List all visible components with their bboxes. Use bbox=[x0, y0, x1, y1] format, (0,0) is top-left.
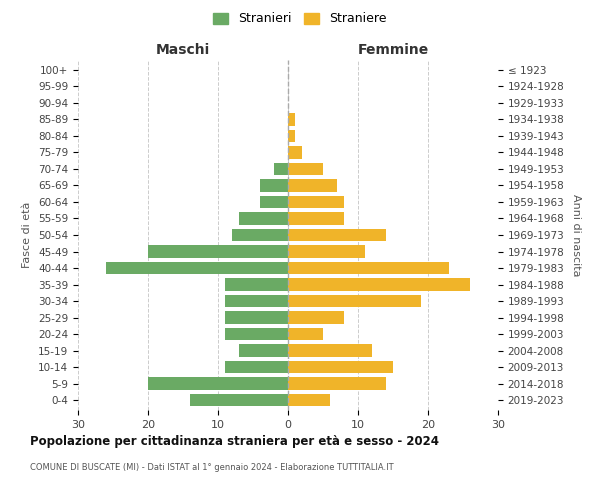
Bar bbox=[288, 312, 344, 324]
Bar bbox=[148, 246, 288, 258]
Bar bbox=[288, 130, 295, 142]
Y-axis label: Anni di nascita: Anni di nascita bbox=[571, 194, 581, 276]
Bar bbox=[190, 394, 288, 406]
Text: Femmine: Femmine bbox=[358, 42, 428, 56]
Bar bbox=[288, 328, 323, 340]
Bar bbox=[232, 229, 288, 241]
Bar bbox=[288, 262, 449, 274]
Bar bbox=[225, 312, 288, 324]
Bar bbox=[225, 295, 288, 307]
Bar bbox=[225, 278, 288, 290]
Bar bbox=[288, 394, 330, 406]
Bar bbox=[288, 146, 302, 158]
Text: COMUNE DI BUSCATE (MI) - Dati ISTAT al 1° gennaio 2024 - Elaborazione TUTTITALIA: COMUNE DI BUSCATE (MI) - Dati ISTAT al 1… bbox=[30, 462, 394, 471]
Bar bbox=[288, 361, 393, 374]
Bar bbox=[239, 344, 288, 357]
Bar bbox=[288, 163, 323, 175]
Bar bbox=[288, 180, 337, 192]
Y-axis label: Fasce di età: Fasce di età bbox=[22, 202, 32, 268]
Bar bbox=[260, 180, 288, 192]
Bar bbox=[106, 262, 288, 274]
Bar bbox=[288, 378, 386, 390]
Bar bbox=[288, 295, 421, 307]
Legend: Stranieri, Straniere: Stranieri, Straniere bbox=[209, 8, 391, 29]
Bar bbox=[288, 196, 344, 208]
Bar bbox=[260, 196, 288, 208]
Bar bbox=[225, 328, 288, 340]
Bar bbox=[225, 361, 288, 374]
Bar bbox=[288, 212, 344, 224]
Bar bbox=[274, 163, 288, 175]
Bar bbox=[288, 229, 386, 241]
Bar bbox=[288, 113, 295, 126]
Bar bbox=[148, 378, 288, 390]
Bar bbox=[288, 246, 365, 258]
Bar bbox=[288, 278, 470, 290]
Text: Maschi: Maschi bbox=[156, 42, 210, 56]
Text: Popolazione per cittadinanza straniera per età e sesso - 2024: Popolazione per cittadinanza straniera p… bbox=[30, 435, 439, 448]
Bar bbox=[239, 212, 288, 224]
Bar bbox=[288, 344, 372, 357]
